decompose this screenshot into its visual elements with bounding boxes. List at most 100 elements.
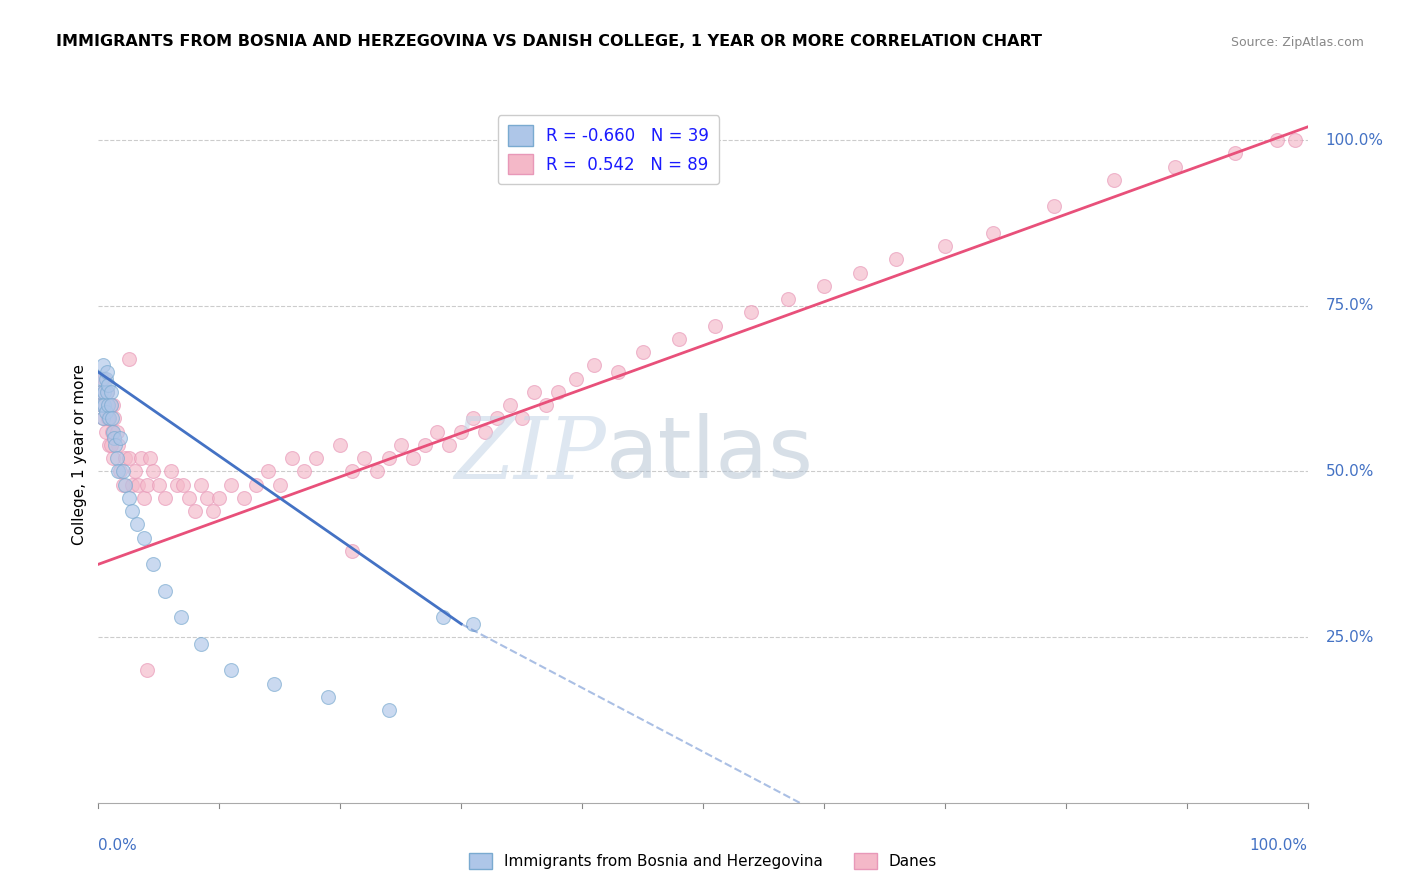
Point bbox=[100, 425, 122, 439]
Point bbox=[101, 425, 124, 439]
Text: ZIP: ZIP bbox=[454, 414, 606, 496]
Point bbox=[704, 318, 727, 333]
Point bbox=[91, 398, 114, 412]
Point bbox=[121, 477, 143, 491]
Point bbox=[377, 451, 399, 466]
Text: 25.0%: 25.0% bbox=[1326, 630, 1374, 645]
Point bbox=[96, 384, 118, 399]
Point bbox=[389, 438, 412, 452]
Point bbox=[91, 359, 114, 373]
Point bbox=[91, 398, 114, 412]
Point bbox=[437, 438, 460, 452]
Point bbox=[97, 398, 120, 412]
Point bbox=[111, 477, 134, 491]
Text: IMMIGRANTS FROM BOSNIA AND HERZEGOVINA VS DANISH COLLEGE, 1 YEAR OR MORE CORRELA: IMMIGRANTS FROM BOSNIA AND HERZEGOVINA V… bbox=[56, 34, 1042, 49]
Y-axis label: College, 1 year or more: College, 1 year or more bbox=[72, 365, 87, 545]
Point bbox=[1163, 160, 1185, 174]
Point bbox=[353, 451, 375, 466]
Point bbox=[934, 239, 956, 253]
Point bbox=[172, 477, 194, 491]
Point bbox=[118, 351, 141, 366]
Point bbox=[107, 438, 129, 452]
Point bbox=[108, 431, 131, 445]
Point bbox=[813, 279, 835, 293]
Point bbox=[510, 411, 533, 425]
Point bbox=[377, 703, 399, 717]
Point bbox=[256, 465, 278, 479]
Point bbox=[107, 465, 129, 479]
Point bbox=[208, 491, 231, 505]
Text: 50.0%: 50.0% bbox=[1326, 464, 1374, 479]
Point bbox=[100, 398, 122, 412]
Point bbox=[90, 384, 112, 399]
Point bbox=[127, 477, 149, 491]
Legend: Immigrants from Bosnia and Herzegovina, Danes: Immigrants from Bosnia and Herzegovina, … bbox=[463, 847, 943, 875]
Point bbox=[413, 438, 436, 452]
Point bbox=[97, 411, 120, 425]
Point bbox=[583, 359, 606, 373]
Point bbox=[101, 398, 124, 412]
Point bbox=[474, 425, 496, 439]
Point bbox=[1265, 133, 1288, 147]
Point bbox=[190, 477, 212, 491]
Point bbox=[93, 372, 115, 386]
Point bbox=[269, 477, 291, 491]
Point bbox=[127, 517, 149, 532]
Point bbox=[281, 451, 304, 466]
Point bbox=[96, 384, 118, 399]
Legend: R = -0.660   N = 39, R =  0.542   N = 89: R = -0.660 N = 39, R = 0.542 N = 89 bbox=[498, 115, 718, 185]
Point bbox=[101, 451, 124, 466]
Point bbox=[195, 491, 218, 505]
Point bbox=[463, 411, 485, 425]
Point bbox=[342, 544, 364, 558]
Point bbox=[342, 465, 364, 479]
Point bbox=[142, 558, 165, 572]
Point bbox=[103, 411, 125, 425]
Point bbox=[426, 425, 449, 439]
Point bbox=[565, 372, 588, 386]
Text: 0.0%: 0.0% bbox=[98, 838, 138, 853]
Point bbox=[221, 663, 243, 677]
Text: 100.0%: 100.0% bbox=[1326, 133, 1384, 148]
Point bbox=[111, 465, 134, 479]
Point bbox=[94, 425, 117, 439]
Point bbox=[98, 411, 121, 425]
Point bbox=[631, 345, 654, 359]
Point bbox=[263, 676, 285, 690]
Point bbox=[329, 438, 352, 452]
Point bbox=[221, 477, 243, 491]
Point bbox=[160, 465, 183, 479]
Point bbox=[981, 226, 1004, 240]
Point bbox=[139, 451, 162, 466]
Point bbox=[114, 477, 136, 491]
Point bbox=[316, 690, 339, 704]
Point bbox=[1223, 146, 1246, 161]
Point bbox=[177, 491, 201, 505]
Point bbox=[118, 451, 141, 466]
Point bbox=[104, 438, 127, 452]
Point bbox=[91, 372, 114, 386]
Point bbox=[94, 405, 117, 419]
Point bbox=[142, 465, 165, 479]
Point bbox=[93, 384, 115, 399]
Point bbox=[134, 531, 156, 545]
Point bbox=[134, 491, 156, 505]
Point bbox=[91, 411, 114, 425]
Point bbox=[100, 398, 122, 412]
Point bbox=[91, 411, 114, 425]
Point bbox=[1102, 173, 1125, 187]
Point bbox=[135, 663, 157, 677]
Point bbox=[153, 491, 176, 505]
Point bbox=[108, 465, 131, 479]
Point bbox=[402, 451, 425, 466]
Point bbox=[668, 332, 690, 346]
Point bbox=[547, 384, 569, 399]
Text: Source: ZipAtlas.com: Source: ZipAtlas.com bbox=[1230, 36, 1364, 49]
Point bbox=[245, 477, 267, 491]
Point bbox=[105, 451, 128, 466]
Point bbox=[849, 266, 872, 280]
Point bbox=[118, 491, 141, 505]
Point bbox=[190, 637, 212, 651]
Point bbox=[148, 477, 170, 491]
Point bbox=[432, 610, 454, 624]
